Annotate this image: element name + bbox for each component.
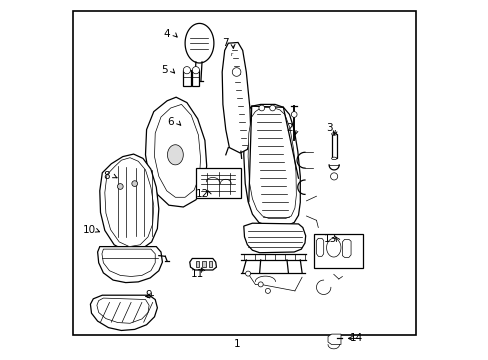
- Bar: [208, 261, 212, 267]
- Text: 12: 12: [195, 189, 208, 199]
- Polygon shape: [100, 154, 159, 251]
- Polygon shape: [167, 145, 183, 165]
- Polygon shape: [192, 70, 199, 86]
- Polygon shape: [183, 70, 190, 86]
- Polygon shape: [244, 104, 300, 225]
- Polygon shape: [185, 23, 213, 63]
- Polygon shape: [291, 112, 296, 117]
- Polygon shape: [104, 158, 153, 247]
- Text: r: r: [230, 52, 233, 57]
- Polygon shape: [97, 298, 149, 323]
- Polygon shape: [145, 97, 206, 207]
- Text: 13: 13: [323, 234, 336, 244]
- Polygon shape: [90, 295, 157, 330]
- Polygon shape: [232, 68, 241, 76]
- Bar: [196, 168, 241, 198]
- Polygon shape: [222, 42, 250, 153]
- Polygon shape: [326, 238, 340, 257]
- Polygon shape: [247, 107, 296, 219]
- Polygon shape: [102, 249, 155, 276]
- Polygon shape: [331, 157, 336, 159]
- Polygon shape: [154, 104, 200, 197]
- Bar: [196, 261, 199, 267]
- Text: 11: 11: [190, 269, 203, 279]
- Text: 6: 6: [167, 117, 174, 127]
- Text: 3: 3: [325, 123, 332, 133]
- Polygon shape: [183, 67, 190, 74]
- Polygon shape: [316, 238, 323, 256]
- Text: 7: 7: [222, 38, 228, 48]
- Bar: [202, 261, 205, 267]
- Bar: [313, 234, 363, 268]
- Polygon shape: [269, 105, 275, 111]
- Polygon shape: [342, 239, 350, 257]
- Polygon shape: [189, 258, 216, 270]
- Polygon shape: [132, 181, 137, 186]
- Polygon shape: [330, 173, 337, 180]
- Text: 1: 1: [234, 339, 240, 349]
- Text: 9: 9: [145, 290, 152, 300]
- Polygon shape: [259, 105, 264, 111]
- Text: 4: 4: [163, 29, 170, 39]
- Text: 2: 2: [285, 123, 292, 133]
- Polygon shape: [98, 247, 162, 283]
- Polygon shape: [245, 271, 250, 276]
- Polygon shape: [331, 134, 336, 158]
- Text: 10: 10: [82, 225, 95, 235]
- Text: 8: 8: [103, 171, 110, 181]
- Polygon shape: [117, 184, 123, 189]
- Polygon shape: [265, 288, 270, 293]
- Text: 14: 14: [349, 333, 362, 343]
- Polygon shape: [244, 223, 305, 253]
- Polygon shape: [258, 282, 263, 287]
- Polygon shape: [327, 334, 340, 345]
- Polygon shape: [192, 67, 199, 74]
- Polygon shape: [331, 133, 336, 135]
- Text: 5: 5: [161, 65, 167, 75]
